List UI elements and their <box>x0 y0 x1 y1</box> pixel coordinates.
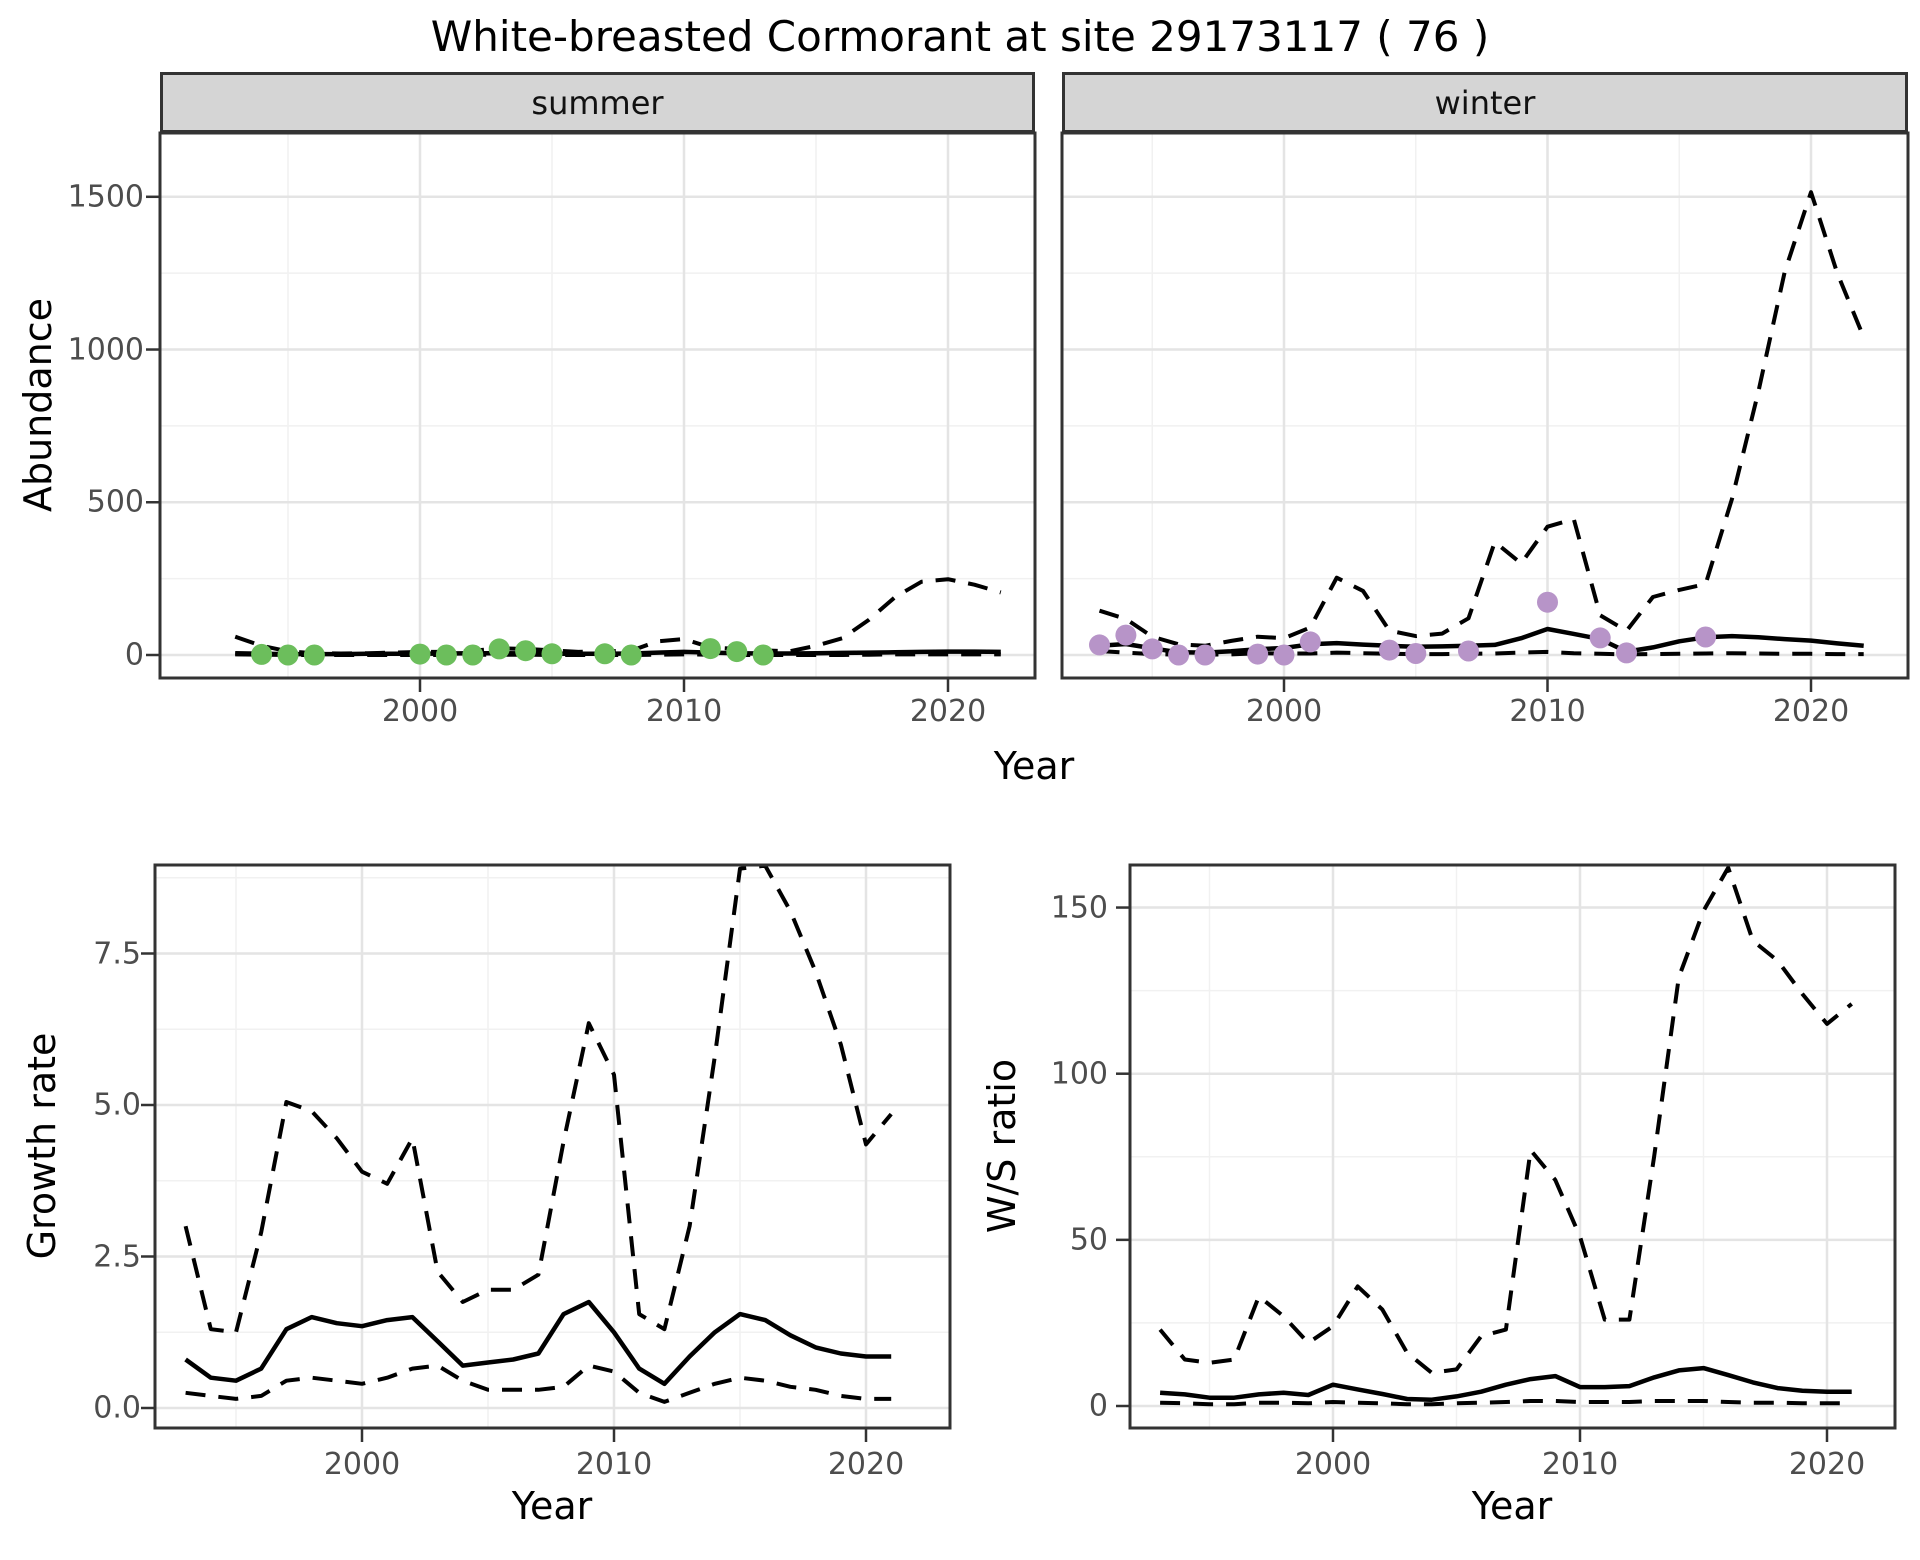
panel-data-winter <box>1089 190 1866 666</box>
x-tick-label: 2000 <box>323 1447 401 1482</box>
x-tick-label: 2020 <box>909 694 987 729</box>
observed-point-summer <box>541 643 563 665</box>
y-axis-title-growth-rate: Growth rate <box>20 1032 64 1260</box>
panel-data-summer <box>234 577 1002 666</box>
series-line-median <box>184 1299 892 1387</box>
series-line-lower_ci <box>1160 1399 1852 1407</box>
panel-border <box>1128 863 1897 1430</box>
observed-point-winter <box>1616 642 1637 664</box>
chart-title: White-breasted Cormorant at site 2917311… <box>430 12 1490 61</box>
series-line-median <box>235 649 1001 657</box>
y-tick-label: 1000 <box>67 332 144 368</box>
y-tick-label: 100 <box>1050 1056 1108 1092</box>
observed-point-summer <box>515 640 537 662</box>
observed-point-winter <box>1089 634 1110 656</box>
facet-strip-label-winter: winter <box>1434 83 1536 122</box>
panel-growth_rate <box>141 863 952 1442</box>
y-tick-label: 150 <box>1050 890 1108 926</box>
facet-strip-label-summer: summer <box>531 83 664 122</box>
panel-data-ws_ratio <box>1158 865 1853 1407</box>
y-tick-label: 50 <box>1069 1222 1108 1258</box>
y-tick-label: 7.5 <box>93 936 141 971</box>
series-line-median <box>1159 1365 1852 1402</box>
y-tick-label: 1500 <box>67 179 144 215</box>
panel-background <box>1130 865 1895 1428</box>
observed-point-summer <box>303 644 325 666</box>
series-line-median <box>1099 626 1864 655</box>
x-tick-label: 2000 <box>1245 694 1323 729</box>
y-tick-label: 5.0 <box>93 1087 141 1123</box>
observed-point-winter <box>1168 644 1190 666</box>
series-line-lower_ci <box>1099 649 1864 657</box>
y-tick-label: 0 <box>124 637 144 673</box>
observed-point-winter <box>1299 631 1321 653</box>
series-line-upper_ci <box>1098 190 1866 648</box>
observed-point-winter <box>1458 640 1479 662</box>
observed-point-winter <box>1405 643 1427 664</box>
observed-point-summer <box>699 638 721 660</box>
x-tick-label: 2020 <box>827 1447 905 1482</box>
panel-ws_ratio <box>1116 863 1897 1442</box>
y-tick-label: 0 <box>1088 1388 1108 1424</box>
y-tick-label: 0.0 <box>93 1390 141 1426</box>
x-axis-title-year-growth: Year <box>511 1484 593 1528</box>
panel-data-growth_rate <box>183 865 893 1404</box>
observed-point-winter <box>1141 638 1163 660</box>
panel-background <box>1062 133 1908 678</box>
panel-background <box>160 133 1035 678</box>
panel-summer <box>146 131 1037 692</box>
observed-point-winter <box>1589 627 1611 649</box>
observed-point-summer <box>409 643 431 665</box>
y-tick-label: 2.5 <box>93 1239 141 1274</box>
observed-point-summer <box>488 638 510 660</box>
panel-background <box>155 865 950 1428</box>
panel-border <box>153 863 952 1430</box>
x-axis-title-year-top: Year <box>993 744 1075 788</box>
x-tick-label: 2010 <box>645 694 723 729</box>
observed-point-summer <box>462 644 484 666</box>
x-tick-label: 2000 <box>1294 1447 1372 1482</box>
observed-point-winter <box>1537 591 1558 613</box>
y-tick-label: 500 <box>86 484 144 520</box>
observed-point-summer <box>752 644 774 666</box>
x-tick-label: 2010 <box>575 1447 653 1482</box>
x-axis-title-year-ws: Year <box>1471 1484 1553 1528</box>
observed-point-summer <box>251 643 273 665</box>
observed-point-winter <box>1194 644 1216 666</box>
series-line-upper_ci <box>1158 865 1853 1375</box>
observed-point-winter <box>1273 644 1295 666</box>
series-line-upper_ci <box>183 865 893 1335</box>
observed-point-summer <box>594 643 616 665</box>
observed-point-summer <box>620 644 642 666</box>
series-line-lower_ci <box>185 1363 892 1404</box>
x-tick-label: 2010 <box>1541 1447 1619 1482</box>
observed-point-winter <box>1695 626 1717 648</box>
observed-point-winter <box>1378 639 1400 661</box>
observed-point-winter <box>1247 643 1269 665</box>
panel-border <box>1060 131 1910 680</box>
x-tick-label: 2010 <box>1509 694 1586 729</box>
panel-winter <box>1060 131 1910 692</box>
observed-point-summer <box>435 644 457 666</box>
x-tick-label: 2020 <box>1788 1447 1866 1482</box>
observed-point-summer <box>277 644 299 666</box>
observed-point-winter <box>1115 624 1137 646</box>
x-tick-label: 2020 <box>1772 694 1850 729</box>
x-tick-label: 2000 <box>381 694 459 729</box>
y-axis-title-abundance: Abundance <box>16 297 60 513</box>
observed-point-summer <box>726 641 748 663</box>
facet-strip-summer: summer <box>160 72 1035 133</box>
panel-border <box>158 131 1037 680</box>
facet-strip-winter: winter <box>1062 72 1908 133</box>
